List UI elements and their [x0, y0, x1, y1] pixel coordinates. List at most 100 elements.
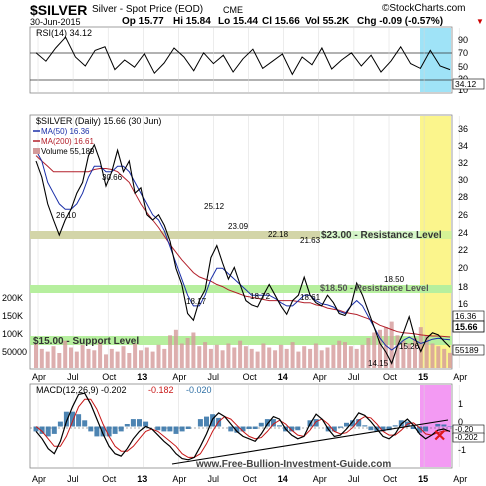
volume-last-tag-box	[452, 344, 485, 356]
volume-bar	[302, 346, 307, 368]
rsi-last-tag-box	[452, 78, 485, 90]
x-tick-label: 13	[137, 372, 147, 382]
volume-bar	[191, 332, 196, 368]
macd-hist-bar	[362, 425, 368, 427]
exchange-label: CME	[223, 5, 243, 15]
x-tick-label: Jul	[208, 474, 220, 484]
x-tick-label: 14	[278, 474, 288, 484]
macd-hist-bar	[289, 426, 295, 432]
annotation-30-66: 30.66	[102, 173, 123, 182]
x-tick-label: Apr	[453, 372, 467, 382]
volume-bar	[34, 343, 38, 368]
volume-bar	[238, 340, 243, 368]
x-tick-label: Jul	[67, 372, 79, 382]
volume-bar	[243, 346, 248, 368]
instrument-name: Silver - Spot Price (EOD)	[92, 4, 204, 15]
volume-bar	[442, 348, 447, 368]
volume-bar	[86, 348, 91, 368]
volume-bar	[115, 351, 120, 368]
volume-bar	[162, 348, 167, 368]
macd-tick-0: 0	[458, 417, 463, 427]
macd-hist-bar	[313, 419, 319, 427]
macd-hist-bar	[179, 426, 185, 432]
macd-hist-bar	[228, 426, 234, 432]
volume-bar	[267, 347, 272, 368]
volume-bar	[63, 340, 68, 368]
volume-bar	[109, 348, 114, 368]
price-y-ticks: 36 34 32 30 28 26 24 22 20 18 16	[458, 124, 468, 309]
x-tick-label: Jul	[348, 474, 360, 484]
macd-tick-neg1: -1	[458, 445, 466, 455]
macd-hist-bar	[76, 414, 82, 427]
volume-bar	[208, 348, 213, 368]
volume-bar	[383, 327, 388, 368]
macd-hist-bar	[204, 416, 209, 427]
volume-bar	[214, 344, 219, 368]
macd-hist-bar	[435, 424, 441, 427]
volume-bar	[378, 329, 382, 368]
rsi-last-tag: 34.12	[455, 79, 477, 89]
x-tick-label: Oct	[383, 474, 398, 484]
volume-bar	[278, 344, 283, 368]
annotation-15-26: 15.26	[399, 342, 420, 351]
price-tick-26: 26	[458, 210, 468, 220]
volume-bar	[372, 332, 377, 368]
macd-hist-bar	[94, 426, 100, 437]
annotation-23-09: 23.09	[228, 222, 249, 231]
legend-volume-swatch	[33, 148, 40, 154]
x-tick-label: Oct	[383, 372, 398, 382]
ma50-line	[35, 149, 451, 351]
macd-hist-bar	[447, 426, 453, 427]
annotation-18-72: 18.72	[250, 292, 271, 301]
x-tick-label: Apr	[313, 474, 327, 484]
macd-hist-bar	[137, 419, 142, 427]
volume-bar	[290, 342, 295, 368]
annotation-26-10: 26.10	[56, 211, 77, 220]
rsi-series-line	[35, 36, 451, 76]
macd-hist-bar	[331, 426, 337, 432]
volume-bar	[232, 347, 237, 368]
volume-bar	[255, 351, 260, 368]
macd-hist-bar	[167, 426, 173, 432]
macd-hist-bar	[88, 426, 94, 432]
price-x-ticks: Apr Jul Oct 13 Apr Jul Oct 14 Apr Jul Oct 15 Apr	[32, 372, 467, 382]
x-tick-label: Oct	[243, 474, 258, 484]
macd-hist-bar	[386, 426, 392, 431]
macd-series-line	[35, 392, 451, 461]
symbol-title: $SILVER	[30, 2, 88, 18]
x-tick-label: Oct	[102, 474, 117, 484]
rsi-gridlines	[37, 28, 460, 92]
support-label-15: $15.00 - Support Level	[33, 336, 139, 347]
macd-hist-bar	[252, 426, 258, 429]
legend-ma50: MA(50) 16.36	[41, 127, 90, 136]
volume-tick-50000: 50000	[2, 347, 27, 357]
rsi-panel-background	[29, 26, 453, 94]
x-tick-label: Apr	[32, 474, 46, 484]
volume-bar	[139, 350, 143, 368]
volume-bar	[366, 338, 371, 368]
macd-hist-bar	[161, 426, 167, 432]
ma200-line	[35, 155, 451, 338]
price-tick-34: 34	[458, 141, 468, 151]
price-annotations: 26.10 30.66 25.12 23.09 22.18 21.63 18.1…	[33, 173, 442, 368]
macd-hist-bar	[100, 426, 106, 437]
price-title: $SILVER (Daily) 15.66 (30 Jun)	[36, 116, 161, 126]
macd-hist-bar	[350, 420, 356, 427]
volume-bar	[313, 343, 318, 368]
macd-hist-bar	[240, 426, 246, 432]
x-tick-label: Apr	[172, 474, 186, 484]
volume-bar	[150, 351, 155, 368]
macd-hist-bar	[124, 424, 130, 427]
annotation-18-61: 18.61	[300, 293, 321, 302]
annotation-18-50: 18.50	[384, 275, 405, 284]
macd-hist-bar	[380, 426, 386, 432]
x-tick-label: 15	[418, 474, 428, 484]
resistance-label-1850: $18.50 - Resistance Level	[320, 283, 429, 293]
macd-hist-bar	[234, 426, 240, 433]
macd-hist-bar	[246, 426, 252, 429]
price-tick-16: 16	[458, 299, 468, 309]
volume-bar	[133, 343, 138, 368]
volume-bar	[273, 350, 278, 368]
volume-bar	[144, 347, 149, 368]
